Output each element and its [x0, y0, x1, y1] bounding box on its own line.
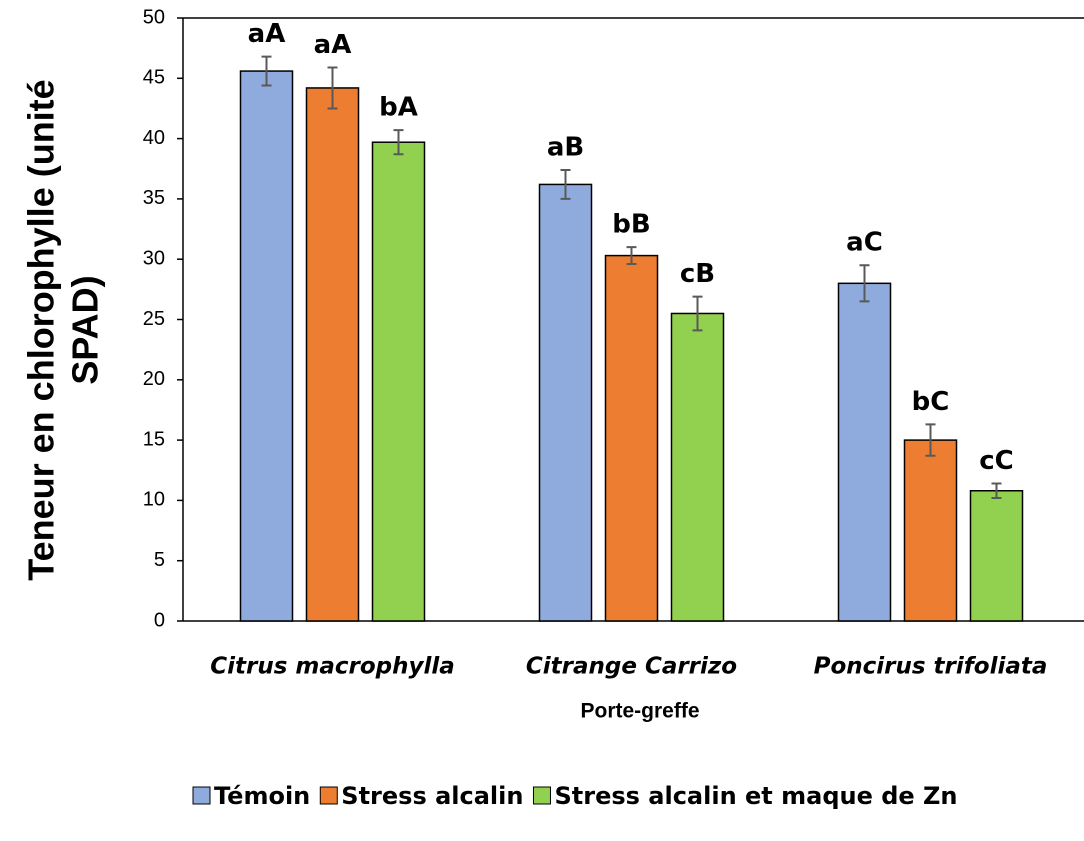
error-bar: [626, 246, 637, 266]
legend-label: Témoin: [214, 782, 310, 810]
error-bar: [560, 168, 571, 200]
x-axis-title: Porte-greffe: [580, 700, 699, 723]
error-bar: [327, 66, 338, 110]
significance-letter: aA: [248, 19, 286, 49]
error-bar: [859, 264, 870, 303]
bar: [305, 87, 360, 622]
y-tick-label: 25: [143, 308, 165, 330]
significance-letter: cC: [979, 446, 1014, 476]
error-bar: [261, 55, 272, 87]
legend-label: Stress alcalin: [341, 782, 523, 810]
legend-label: Stress alcalin et maque de Zn: [554, 782, 957, 810]
y-tick-label: 30: [143, 247, 165, 269]
error-bar: [393, 129, 404, 156]
significance-letter: cB: [680, 259, 715, 289]
bar: [239, 70, 294, 622]
y-tick-label: 20: [143, 368, 165, 390]
significance-letter: bA: [379, 93, 418, 123]
y-axis-title-line: SPAD): [65, 275, 106, 384]
bar: [371, 141, 426, 622]
y-axis-title-line: Teneur en chlorophylle (unité: [21, 79, 62, 580]
x-tick-label: Citrange Carrizo: [526, 654, 737, 680]
y-tick-label: 0: [154, 609, 165, 631]
y-tick-label: 10: [143, 489, 165, 511]
x-tick-label: Poncirus trifoliata: [814, 654, 1048, 680]
x-tick-label: Citrus macrophylla: [210, 654, 455, 680]
y-tick-label: 40: [143, 127, 165, 149]
y-tick-label: 35: [143, 187, 165, 209]
significance-letter: bB: [612, 210, 650, 240]
y-tick-label: 50: [143, 6, 165, 28]
y-axis-title: Teneur en chlorophylle (unité SPAD): [21, 79, 106, 580]
y-tick-label: 45: [143, 67, 165, 89]
y-tick-label: 15: [143, 428, 165, 450]
bar: [903, 439, 958, 622]
legend-swatch: [532, 786, 551, 805]
bar: [670, 312, 725, 622]
bar: [538, 183, 593, 622]
error-bar: [692, 295, 703, 332]
bar: [837, 282, 892, 622]
significance-letter: aA: [314, 30, 352, 60]
error-bar: [991, 482, 1002, 499]
significance-letter: aB: [547, 132, 584, 162]
significance-letter: bC: [912, 387, 950, 417]
y-tick-label: 5: [154, 549, 165, 571]
bar: [969, 490, 1024, 622]
legend-swatch: [319, 786, 338, 805]
bar: [604, 254, 659, 622]
error-bar: [925, 423, 936, 457]
legend-swatch: [192, 786, 211, 805]
significance-letter: aC: [846, 228, 883, 258]
